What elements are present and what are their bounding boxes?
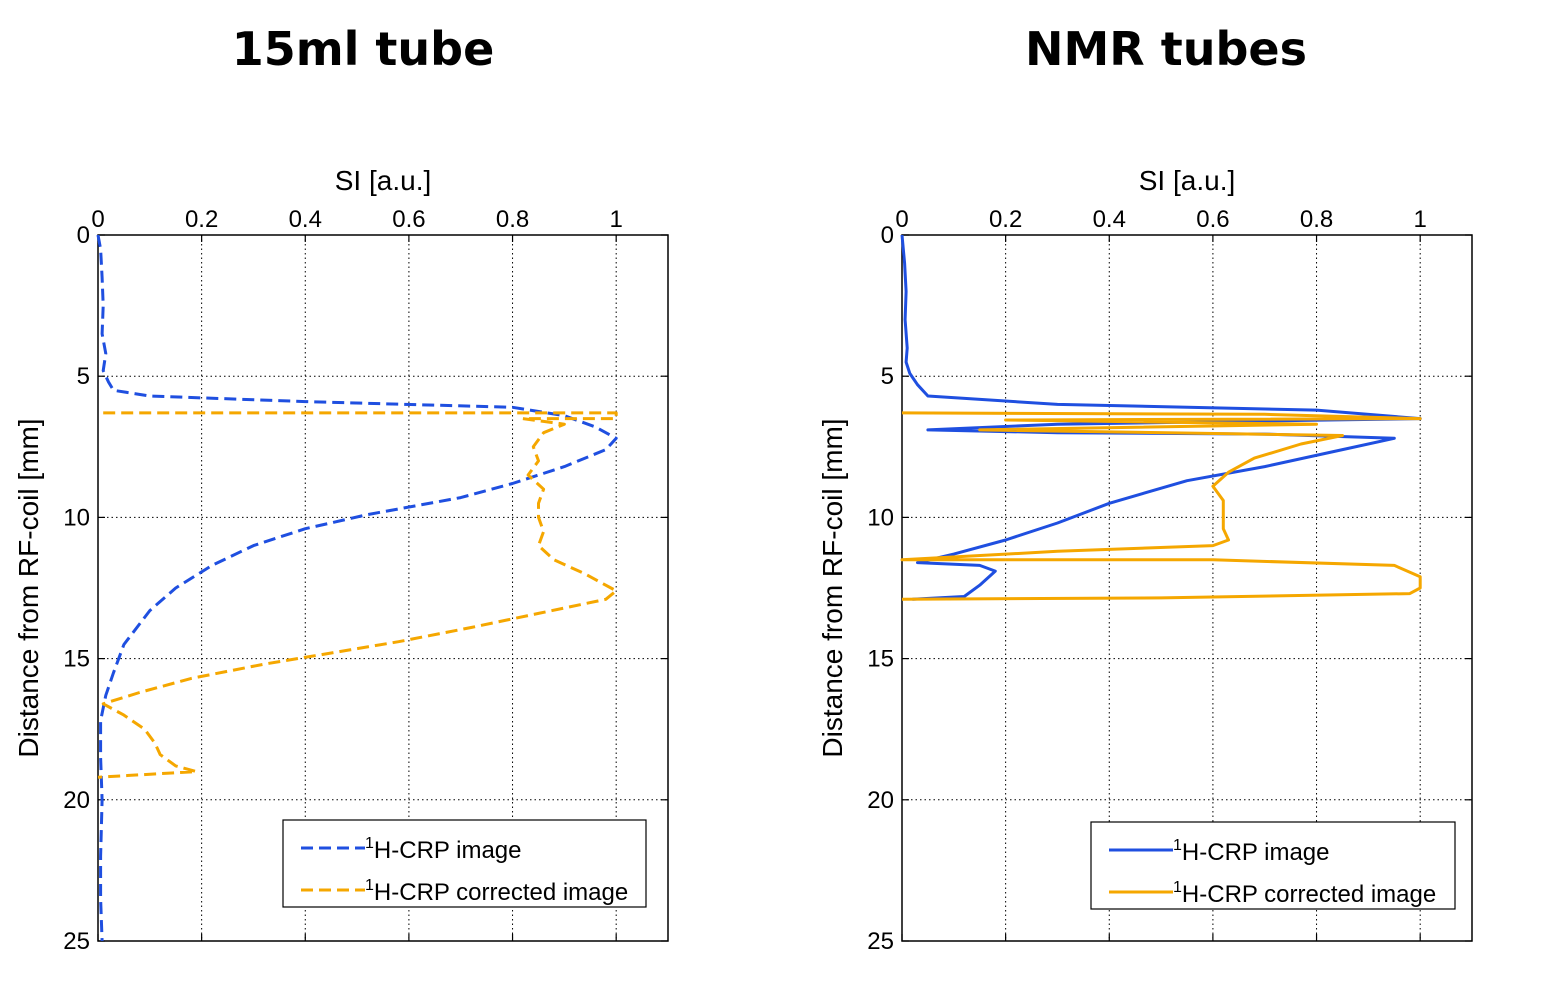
x-tick-label: 0 xyxy=(91,206,104,233)
legend-superscript: 1 xyxy=(1173,879,1182,896)
x-tick-label: 1 xyxy=(1414,206,1427,233)
panel-title-15ml: 15ml tube xyxy=(231,22,495,76)
legend-label: H-CRP image xyxy=(374,837,522,864)
y-tick-label: 25 xyxy=(867,928,894,955)
legend-entry: 1H-CRP image xyxy=(1173,837,1330,866)
panel-title-nmr: NMR tubes xyxy=(1025,22,1307,76)
legend-superscript: 1 xyxy=(365,877,374,894)
legend-entry: 1H-CRP corrected image xyxy=(365,877,628,906)
x-tick-label: 0.8 xyxy=(496,206,529,233)
grid xyxy=(98,235,668,941)
x-tick-label: 0.4 xyxy=(289,206,322,233)
legend-superscript: 1 xyxy=(1173,837,1182,854)
y-tick-label: 5 xyxy=(77,363,90,390)
legend-box xyxy=(1090,821,1456,910)
y-tick-label: 0 xyxy=(881,222,894,249)
x-tick-label: 0.6 xyxy=(392,206,425,233)
plot-frame xyxy=(97,234,669,942)
x-tick-label: 0.2 xyxy=(185,206,218,233)
y-tick-label: 20 xyxy=(867,787,894,814)
x-tick-label: 0.8 xyxy=(1300,206,1333,233)
grid xyxy=(902,235,1472,941)
y-tick-label: 0 xyxy=(77,222,90,249)
legend-box xyxy=(282,819,647,908)
legend-label: H-CRP corrected image xyxy=(374,879,628,906)
legend-superscript: 1 xyxy=(365,835,374,852)
x-axis-label: SI [a.u.] xyxy=(335,165,432,196)
legend-entry: 1H-CRP image xyxy=(365,835,522,864)
legend-label: H-CRP corrected image xyxy=(1182,881,1436,908)
y-tick-label: 5 xyxy=(881,363,894,390)
y-tick-label: 15 xyxy=(867,646,894,673)
series-line-image xyxy=(96,234,618,942)
plot-frame xyxy=(901,234,1473,942)
x-tick-label: 0.4 xyxy=(1093,206,1126,233)
x-tick-label: 1 xyxy=(610,206,623,233)
x-tick-label: 0.2 xyxy=(989,206,1022,233)
y-tick-label: 20 xyxy=(63,787,90,814)
y-tick-label: 10 xyxy=(867,504,894,531)
series-line-corrected xyxy=(97,411,618,779)
y-tick-label: 25 xyxy=(63,928,90,955)
x-tick-label: 0.6 xyxy=(1196,206,1229,233)
y-tick-label: 15 xyxy=(63,646,90,673)
x-tick-label: 0 xyxy=(895,206,908,233)
x-axis-label: SI [a.u.] xyxy=(1139,165,1236,196)
series-line-corrected xyxy=(900,411,1422,601)
y-tick-label: 10 xyxy=(63,504,90,531)
y-axis-label: Distance from RF-coil [mm] xyxy=(13,418,44,757)
legend-label: H-CRP image xyxy=(1182,839,1330,866)
legend-entry: 1H-CRP corrected image xyxy=(1173,879,1436,908)
y-axis-label: Distance from RF-coil [mm] xyxy=(817,418,848,757)
